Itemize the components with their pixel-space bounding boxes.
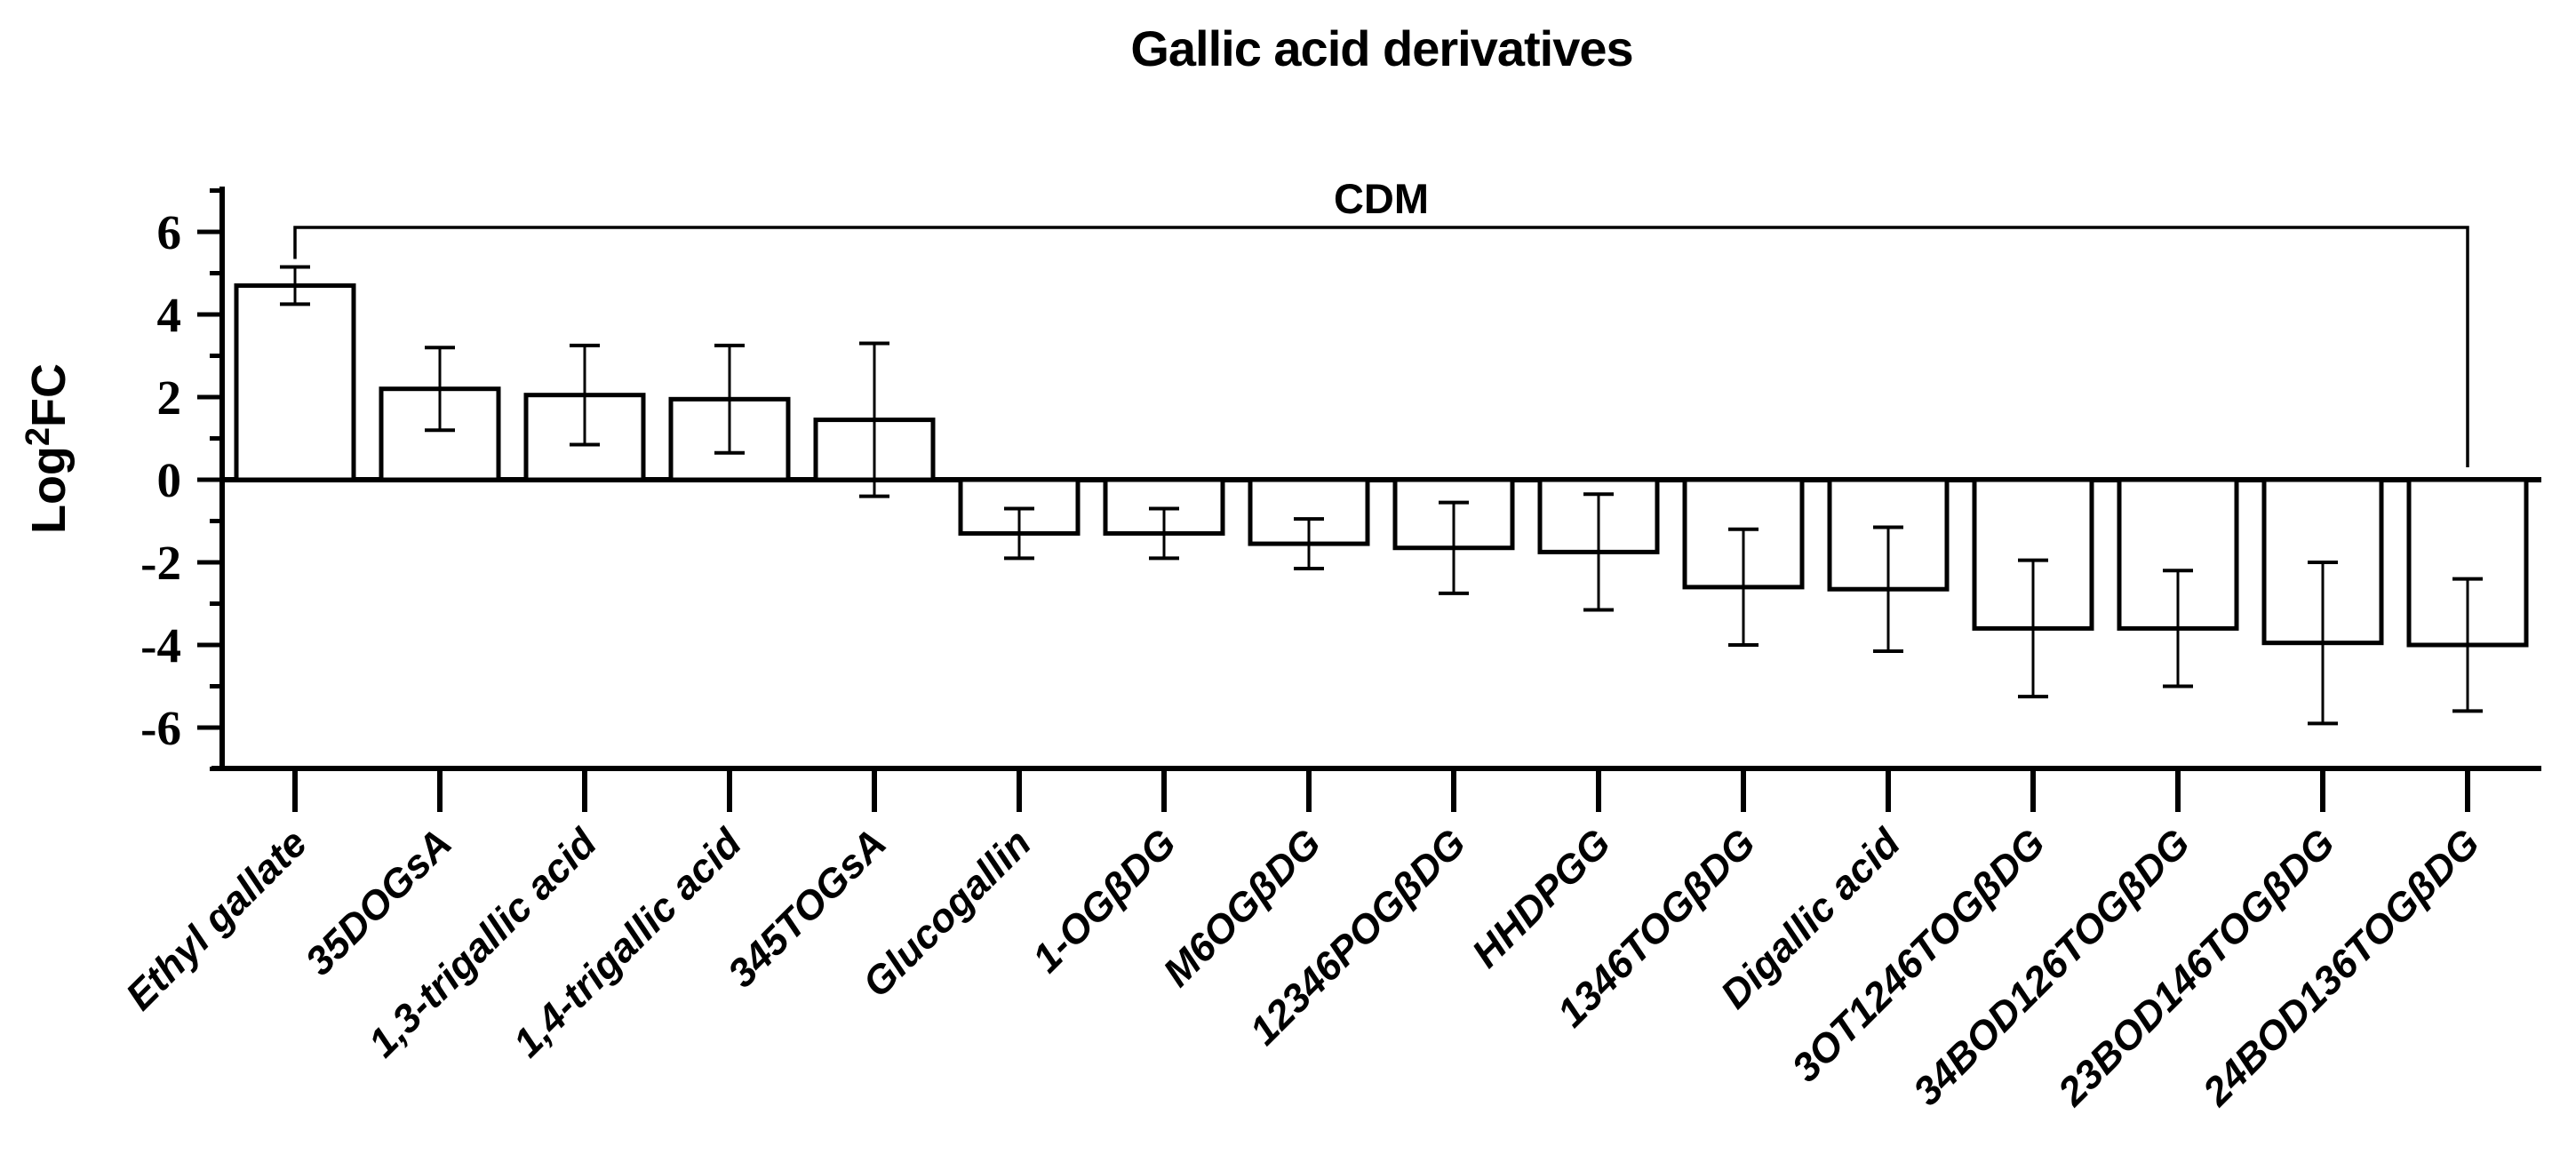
y-tick-label: 2 xyxy=(157,370,182,425)
significance-bracket xyxy=(293,226,2469,467)
x-category-label: 24BOD136TOGβDG xyxy=(2193,820,2488,1115)
bracket-condition-label: CDM xyxy=(1333,175,1430,222)
y-tick-label: 6 xyxy=(157,205,182,259)
y-tick-label: 0 xyxy=(157,453,182,507)
x-category-label: 3OT1246TOGβDG xyxy=(1782,820,2054,1091)
bar xyxy=(234,283,356,482)
x-category-label: Ethyl gallate xyxy=(117,820,316,1019)
y-tick-label: -6 xyxy=(140,701,181,755)
y-tick-label: -2 xyxy=(140,536,181,590)
x-category-label: 23BOD146TOGβDG xyxy=(2048,820,2343,1115)
chart-title: Gallic acid derivatives xyxy=(1130,20,1633,76)
y-tick-label: 4 xyxy=(157,288,182,342)
x-category-label: HHDPGG xyxy=(1463,820,1619,976)
x-category-label: 34BOD126TOGβDG xyxy=(1904,820,2198,1114)
y-axis-title: Log2FC xyxy=(20,363,76,534)
y-tick-label: -4 xyxy=(140,618,181,673)
